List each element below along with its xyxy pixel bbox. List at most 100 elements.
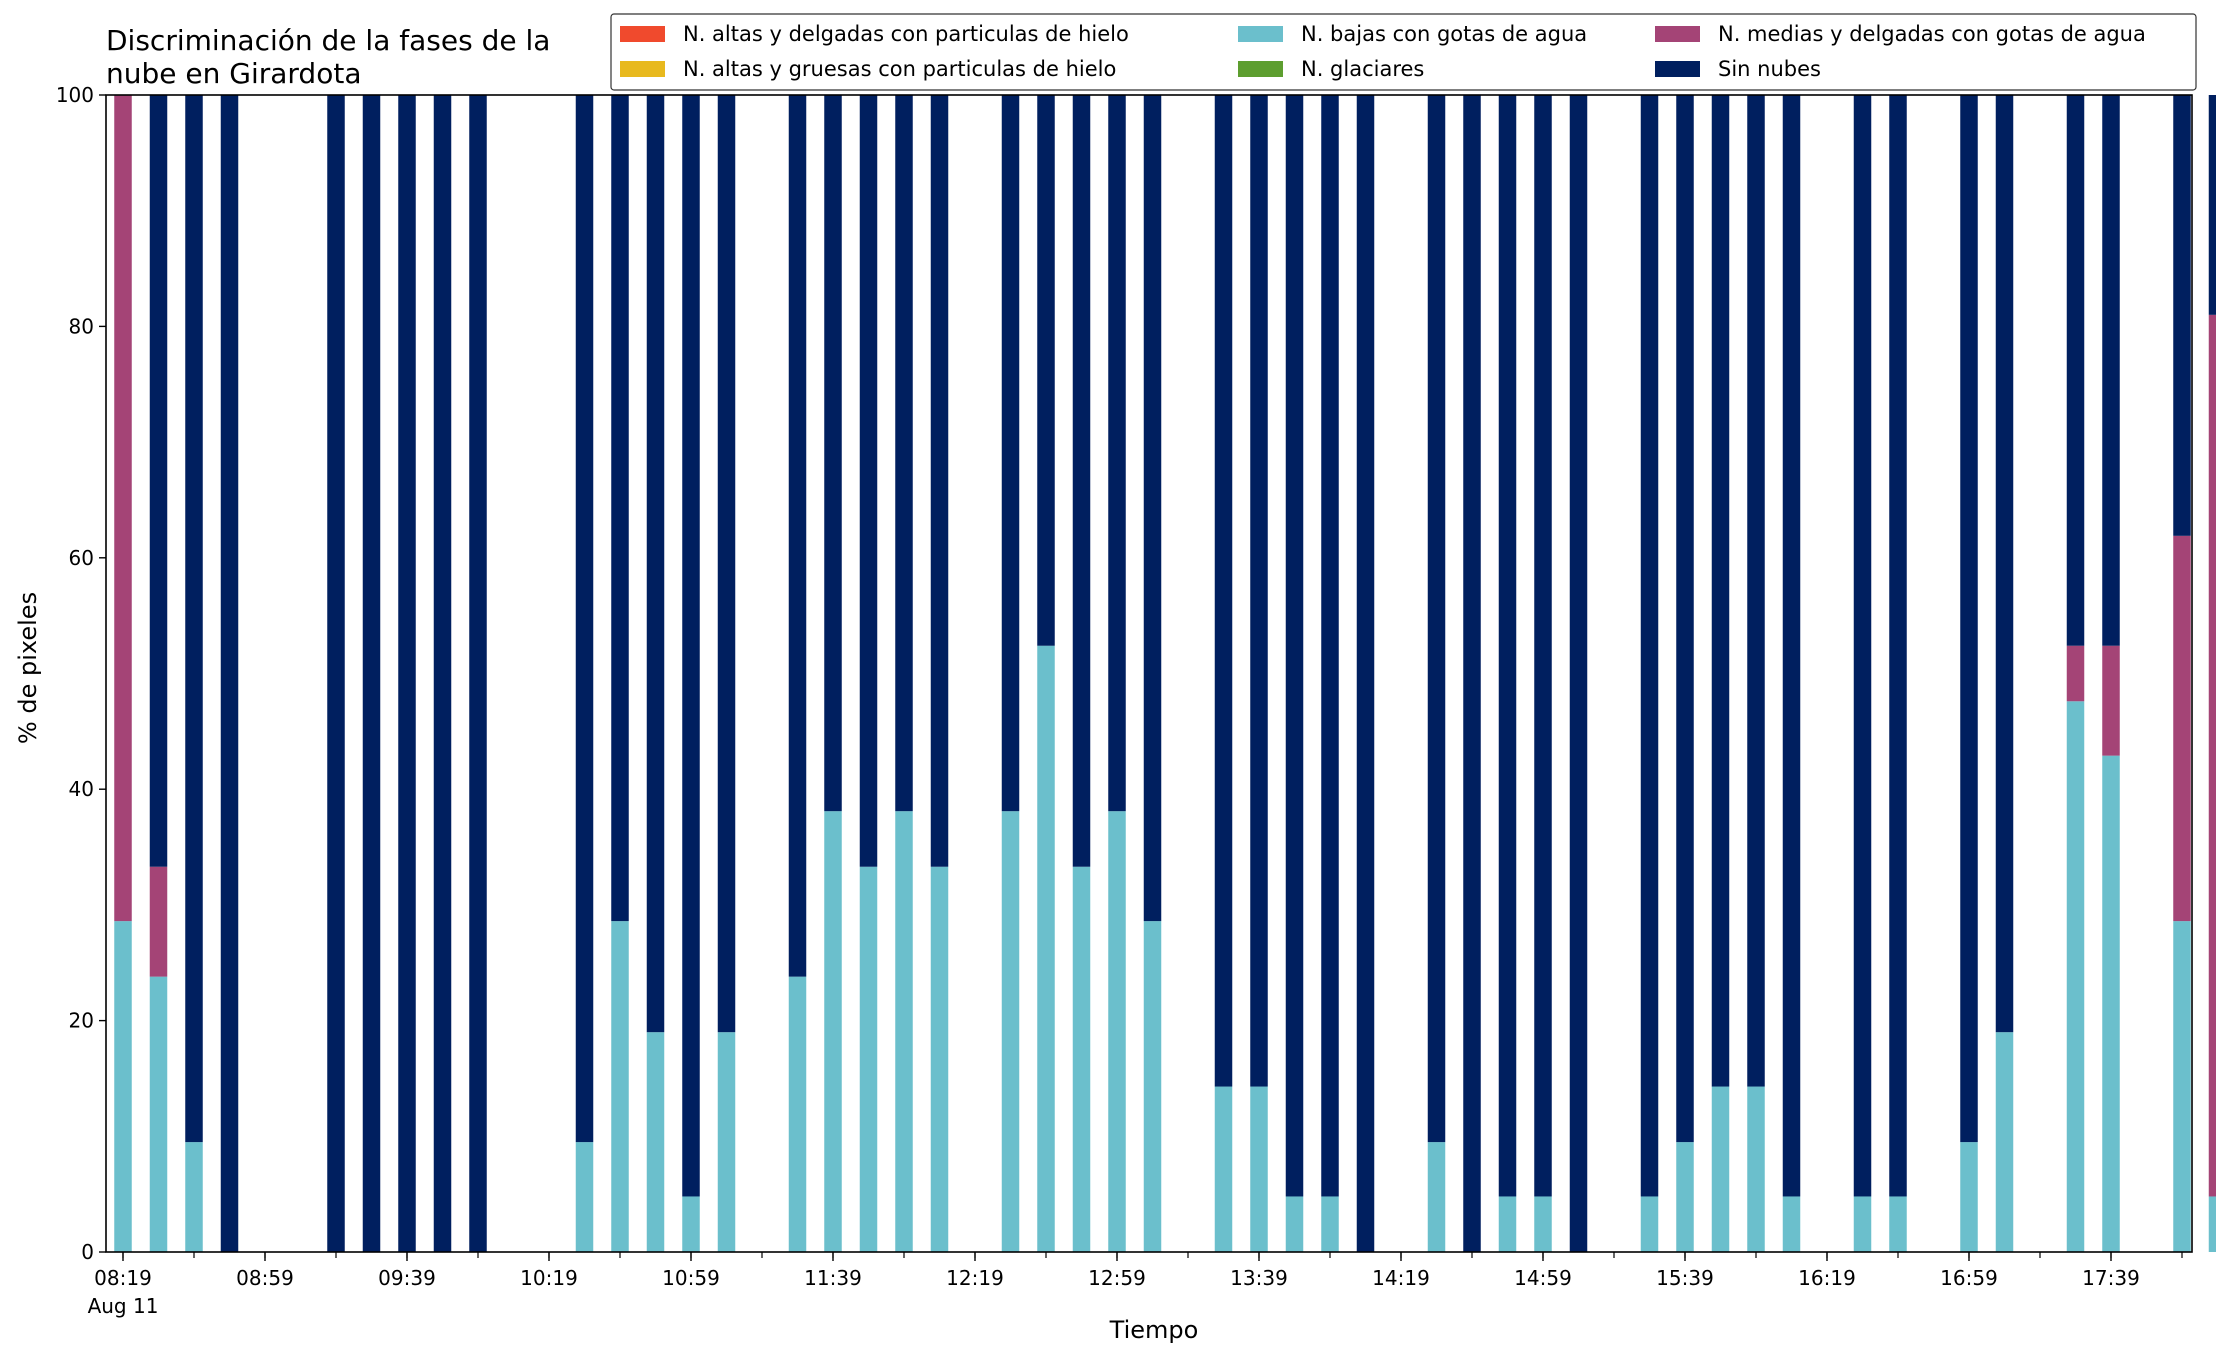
legend-swatch — [620, 61, 665, 77]
legend-swatch — [1655, 61, 1700, 77]
bar-segment-s5-i53 — [1995, 95, 2014, 1033]
x-tick-label: 10:59 — [662, 1266, 720, 1290]
bar-segment-s5-i3 — [220, 95, 239, 1252]
x-tick-label: 17:39 — [2082, 1266, 2140, 1290]
bar-segment-s5-i21 — [859, 95, 878, 867]
bar-segment-s4-i59 — [2208, 314, 2216, 1197]
bar-segment-s2-i59 — [2208, 1196, 2216, 1252]
bar-segment-s5-i27 — [1072, 95, 1091, 867]
bar-segment-s2-i34 — [1321, 1196, 1339, 1252]
bar-segment-s5-i52 — [1960, 95, 1978, 1143]
bar-segment-s2-i49 — [1853, 1196, 1872, 1252]
bar-segment-s5-i40 — [1534, 95, 1552, 1197]
bar-segment-s2-i16 — [682, 1196, 700, 1252]
bar-segment-s2-i23 — [930, 866, 949, 1252]
bar-segment-s2-i2 — [185, 1142, 203, 1252]
bar-segment-s4-i56 — [2102, 645, 2120, 756]
bar-segment-s5-i29 — [1143, 95, 1162, 922]
bar-segment-s2-i50 — [1889, 1196, 1907, 1252]
bar-segment-s2-i52 — [1960, 1142, 1978, 1252]
bar-segment-s5-i8 — [398, 95, 416, 1252]
legend-label: N. altas y delgadas con particulas de hi… — [683, 22, 1129, 46]
x-axis-label: Tiempo — [1109, 1316, 1199, 1344]
bar-segment-s2-i25 — [1001, 811, 1020, 1252]
bar-segment-s5-i56 — [2102, 95, 2120, 646]
x-tick-label: 12:19 — [946, 1266, 1004, 1290]
bar-segment-s5-i50 — [1889, 95, 1907, 1197]
bar-segment-s2-i37 — [1427, 1142, 1446, 1252]
bar-segment-s2-i22 — [895, 811, 913, 1252]
bar-segment-s5-i6 — [327, 95, 345, 1252]
x-tick-label: 08:19 — [94, 1266, 152, 1290]
bar-segment-s2-i31 — [1214, 1086, 1233, 1252]
x-tick-label: 13:39 — [1230, 1266, 1288, 1290]
bar-segment-s5-i58 — [2173, 95, 2191, 536]
axes-layer: 0 20 40 60 80 100 08:19 08:59 09:39 10:19 10:59 11:… — [56, 83, 2193, 1318]
bar-segment-s2-i1 — [149, 976, 168, 1252]
y-tick-label: 60 — [69, 546, 94, 570]
bar-segment-s5-i41 — [1569, 95, 1588, 1252]
bar-segment-s5-i34 — [1321, 95, 1339, 1197]
legend-label: N. bajas con gotas de agua — [1301, 22, 1587, 46]
legend-label: Sin nubes — [1718, 57, 1821, 81]
x-tick-label: 11:39 — [804, 1266, 862, 1290]
bar-segment-s5-i44 — [1676, 95, 1694, 1143]
bar-segment-s5-i39 — [1498, 95, 1517, 1197]
x-tick-label: 08:59 — [236, 1266, 294, 1290]
x-tick-label: 09:39 — [378, 1266, 436, 1290]
bar-segment-s5-i22 — [895, 95, 913, 812]
bars-layer — [114, 95, 2216, 1252]
bar-segment-s5-i35 — [1356, 95, 1375, 1252]
y-tick-label: 40 — [69, 777, 94, 801]
bar-segment-s5-i37 — [1427, 95, 1446, 1143]
bar-segment-s5-i28 — [1108, 95, 1126, 812]
x-tick-label: 15:39 — [1656, 1266, 1714, 1290]
bar-segment-s5-i15 — [646, 95, 665, 1033]
bar-segment-s5-i26 — [1037, 95, 1055, 646]
legend-box — [610, 13, 2197, 91]
bar-segment-s5-i20 — [824, 95, 842, 812]
x-tick-label: 16:59 — [1940, 1266, 1998, 1290]
bar-segment-s5-i49 — [1853, 95, 1872, 1197]
bar-segment-s4-i58 — [2173, 535, 2191, 922]
y-axis-label: % de pixeles — [14, 592, 42, 744]
bar-segment-s2-i39 — [1498, 1196, 1517, 1252]
x-tick-label: 10:19 — [520, 1266, 578, 1290]
bar-segment-s5-i59 — [2208, 95, 2216, 315]
bar-segment-s2-i33 — [1285, 1196, 1304, 1252]
bar-segment-s5-i17 — [717, 95, 736, 1033]
bar-segment-s2-i40 — [1534, 1196, 1552, 1252]
bar-segment-s2-i47 — [1782, 1196, 1801, 1252]
y-tick-label: 0 — [81, 1240, 94, 1264]
bar-segment-s2-i21 — [859, 866, 878, 1252]
bar-segment-s2-i45 — [1711, 1086, 1730, 1252]
bar-segment-s2-i29 — [1143, 921, 1162, 1252]
bar-segment-s5-i32 — [1250, 95, 1268, 1087]
bar-segment-s2-i43 — [1640, 1196, 1659, 1252]
bar-segment-s5-i10 — [469, 95, 487, 1252]
legend: N. altas y delgadas con particulas de hi… — [610, 13, 2197, 91]
bar-segment-s5-i25 — [1001, 95, 1020, 812]
bar-segment-s2-i20 — [824, 811, 842, 1252]
bar-segment-s5-i16 — [682, 95, 700, 1197]
bar-segment-s2-i17 — [717, 1032, 736, 1252]
bar-segment-s5-i13 — [575, 95, 594, 1143]
bar-segment-s2-i13 — [575, 1142, 594, 1252]
bar-segment-s2-i46 — [1747, 1086, 1765, 1252]
bar-segment-s5-i31 — [1214, 95, 1233, 1087]
bar-segment-s5-i45 — [1711, 95, 1730, 1087]
bar-segment-s2-i27 — [1072, 866, 1091, 1252]
bar-segment-s5-i23 — [930, 95, 949, 867]
legend-swatch — [1655, 26, 1700, 42]
x-tick-label: 12:59 — [1088, 1266, 1146, 1290]
bar-segment-s2-i14 — [611, 921, 629, 1252]
bar-segment-s2-i55 — [2066, 701, 2085, 1252]
legend-swatch — [620, 26, 665, 42]
bar-segment-s2-i53 — [1995, 1032, 2014, 1252]
chart-title: Discriminación de la fases de la nube en … — [106, 24, 550, 90]
x-tick-label: 14:19 — [1372, 1266, 1430, 1290]
x-tick-label: 14:59 — [1514, 1266, 1572, 1290]
bar-segment-s2-i26 — [1037, 645, 1055, 1252]
bar-segment-s2-i56 — [2102, 755, 2120, 1252]
